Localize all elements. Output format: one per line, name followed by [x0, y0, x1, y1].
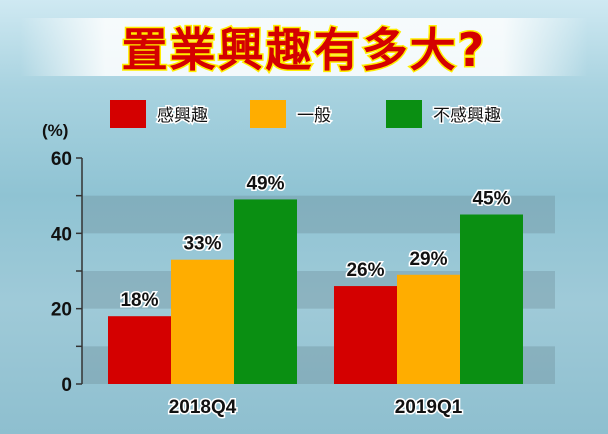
data-label: 33%	[183, 234, 221, 255]
data-label: 26%	[346, 260, 384, 281]
legend-label: 感興趣	[157, 106, 208, 126]
data-label: 45%	[472, 189, 510, 210]
legend-swatch	[386, 100, 422, 128]
bar-一般-2018Q4	[171, 259, 234, 384]
legend-label: 一般	[297, 106, 331, 126]
legend-swatch	[250, 100, 286, 128]
x-tick-label: 2018Q4	[169, 397, 237, 418]
x-tick-label: 2019Q1	[395, 397, 463, 418]
data-label: 29%	[409, 249, 447, 270]
bar-感興趣-2019Q1	[334, 286, 397, 384]
bar-感興趣-2018Q4	[108, 316, 171, 384]
title-banner	[20, 18, 588, 76]
data-label: 49%	[246, 173, 284, 194]
y-tick-label: 60	[51, 149, 72, 170]
bar-不感興趣-2018Q4	[234, 199, 297, 384]
bar-一般-2019Q1	[397, 274, 460, 384]
y-tick-label: 0	[61, 375, 72, 396]
chart-title: 置業興趣有多大?	[120, 22, 487, 79]
bar-不感興趣-2019Q1	[460, 214, 523, 384]
legend-swatch	[110, 100, 146, 128]
y-tick-label: 40	[51, 224, 72, 245]
legend-label: 不感興趣	[433, 106, 501, 126]
data-label: 18%	[120, 290, 158, 311]
y-tick-label: 20	[51, 300, 72, 321]
y-axis-label: (%)	[42, 121, 68, 140]
